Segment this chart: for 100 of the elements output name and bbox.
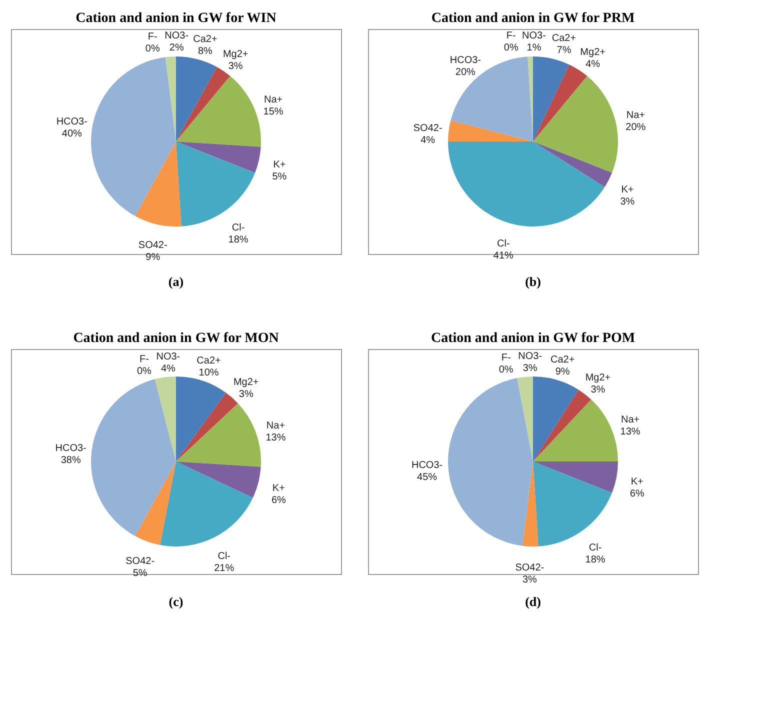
pie-slice — [448, 378, 533, 546]
data-label: 20% — [455, 66, 476, 78]
pie-slice — [176, 56, 217, 142]
slice-label: SO42- — [126, 556, 155, 568]
data-label: 3% — [238, 388, 254, 400]
pie-slice — [135, 462, 176, 545]
slice-label: Mg2+ — [585, 372, 611, 384]
slice-label: NO3- — [164, 30, 189, 42]
data-label: 3% — [522, 362, 538, 374]
pie-slice — [154, 376, 176, 462]
pie-slice — [533, 390, 592, 462]
slice-label: NO3- — [156, 351, 180, 362]
pie-slice — [533, 56, 570, 142]
pie-slice — [176, 462, 261, 498]
chart-title: Cation and anion in GW for MON — [73, 331, 279, 346]
category-label: F- — [148, 31, 158, 42]
pie-slice — [176, 142, 261, 173]
pie-slice — [176, 76, 261, 147]
slice-label: HCO3- — [55, 443, 86, 454]
data-label: 5% — [132, 568, 148, 580]
slice-label: Cl- — [588, 542, 602, 554]
data-label: 13% — [266, 432, 286, 444]
data-label: 38% — [60, 455, 81, 466]
data-label: 5% — [272, 172, 287, 183]
slice-label: Ca2+ — [550, 354, 575, 366]
slice-label: NO3- — [518, 350, 542, 362]
slice-label: HCO3- — [450, 54, 481, 66]
pie-slice — [160, 462, 253, 546]
data-label: 3% — [228, 60, 243, 72]
data-label: 40% — [62, 128, 82, 140]
pie-slice — [517, 376, 533, 462]
data-label: 6% — [271, 494, 286, 506]
data-label: 15% — [263, 106, 284, 118]
slice-label: K+ — [621, 184, 634, 196]
data-label: 10% — [198, 368, 219, 379]
text: 0% — [136, 366, 152, 377]
data-label: 3% — [620, 196, 635, 208]
pie-slice — [533, 462, 618, 493]
category-label: F- — [506, 30, 516, 42]
pie-slice — [533, 400, 618, 462]
slice-label: NO3- — [522, 30, 546, 42]
slice-label: HCO3- — [56, 116, 88, 128]
data-label: 4% — [586, 59, 600, 70]
pie-slice — [176, 67, 230, 142]
pie-slice — [176, 392, 238, 462]
text: (a) — [168, 274, 184, 289]
chart-title: Cation and anion in GW for PRM — [431, 11, 635, 26]
data-label: 4% — [160, 363, 176, 374]
chart-title: Cation and anion in GW for WIN — [76, 11, 276, 26]
data-label: 4% — [420, 135, 436, 146]
pie-slice — [533, 142, 612, 188]
data-label: 2% — [169, 42, 184, 54]
pie-slice — [176, 376, 226, 462]
pie-slice — [448, 142, 605, 226]
text: (c) — [168, 594, 184, 609]
text: 0% — [504, 42, 518, 54]
pie-slice — [91, 379, 176, 536]
data-label: 8% — [198, 46, 213, 57]
slice-label: SO42- — [138, 240, 168, 251]
slice-label: Ca2+ — [193, 34, 218, 45]
slice-label: Na+ — [266, 420, 286, 432]
pie-slice — [533, 64, 588, 142]
slice-label: Mg2+ — [233, 376, 259, 388]
text: 0% — [145, 43, 160, 54]
slice-label: Ca2+ — [196, 356, 222, 367]
category-label: F- — [139, 354, 149, 365]
chart-title: Cation and anion in GW for POM — [430, 331, 636, 346]
pie-slice — [450, 56, 533, 142]
data-label: 3% — [522, 574, 538, 586]
data-label: 21% — [214, 562, 234, 574]
text: 0% — [498, 364, 514, 376]
data-label: 45% — [417, 472, 438, 483]
data-label: 9% — [146, 252, 160, 263]
pie-slice — [533, 76, 618, 173]
pie-slice — [448, 120, 533, 142]
data-label: 1% — [526, 42, 542, 54]
data-label: 7% — [556, 45, 572, 56]
slice-label: K+ — [273, 160, 286, 171]
data-label: 18% — [228, 234, 248, 246]
slice-label: K+ — [272, 482, 286, 494]
slice-label: Na+ — [620, 414, 640, 426]
slice-label: Cl- — [232, 222, 245, 234]
slice-label: Cl- — [497, 238, 510, 250]
data-label: 3% — [590, 384, 606, 396]
slice-label: HCO3- — [411, 460, 443, 471]
data-label: 41% — [493, 250, 514, 262]
pie-slice — [533, 376, 579, 462]
slice-label: Mg2+ — [580, 47, 606, 58]
text: (d) — [525, 594, 541, 609]
pie-slice — [135, 142, 182, 226]
slice-label: Cl- — [218, 550, 231, 562]
slice-label: Mg2+ — [222, 48, 248, 60]
data-label: 13% — [620, 426, 640, 438]
data-label: 9% — [555, 366, 570, 378]
slice-label: K+ — [630, 476, 644, 488]
slice-label: SO42- — [413, 123, 442, 134]
pie-slice — [165, 56, 176, 142]
slice-label: Ca2+ — [552, 33, 576, 44]
pie-slice — [176, 403, 261, 467]
text: (b) — [525, 274, 541, 289]
